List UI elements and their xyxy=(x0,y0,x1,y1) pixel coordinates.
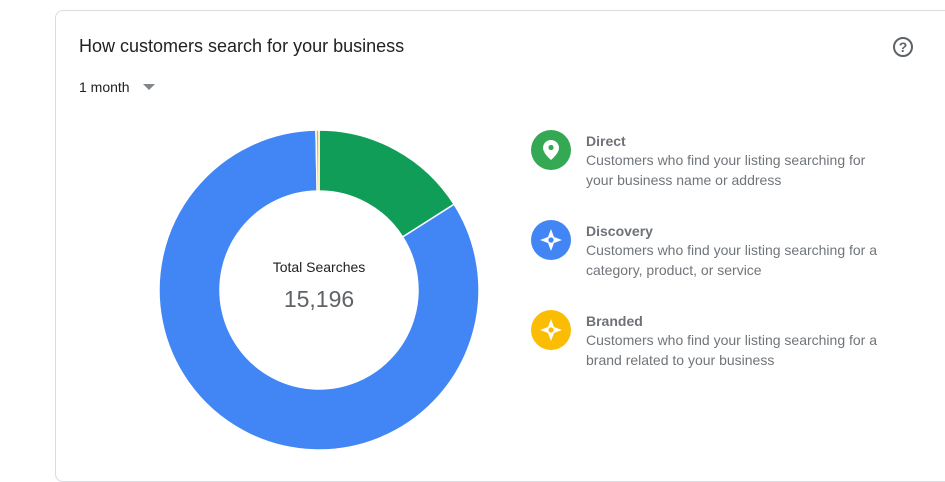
donut-slice-branded[interactable] xyxy=(315,129,320,192)
legend-item-direct: Direct Customers who find your listing s… xyxy=(531,130,886,190)
card-title: How customers search for your business xyxy=(79,36,405,56)
legend-item-discovery: Discovery Customers who find your listin… xyxy=(531,220,886,280)
caret-down-icon xyxy=(142,84,155,90)
total-searches-label: Total Searches xyxy=(272,259,366,275)
legend-description: Customers who find your listing searchin… xyxy=(586,242,878,278)
legend-item-branded: Branded Customers who find your listing … xyxy=(531,310,886,370)
legend-name: Branded xyxy=(586,313,643,329)
period-dropdown[interactable]: 1 month xyxy=(79,79,155,95)
legend-description: Customers who find your listing searchin… xyxy=(586,332,878,368)
help-circle-icon[interactable]: ? xyxy=(893,37,913,57)
legend-name: Direct xyxy=(586,133,626,149)
map-pin-icon xyxy=(531,130,571,170)
donut-slice-discovery[interactable] xyxy=(158,129,480,451)
legend-name: Discovery xyxy=(586,223,653,239)
compass-star-icon xyxy=(531,310,571,350)
compass-star-icon xyxy=(531,220,571,260)
donut-chart xyxy=(158,129,480,451)
total-searches-value: 15,196 xyxy=(283,286,355,312)
period-value: 1 month xyxy=(79,79,130,95)
legend-description: Customers who find your listing searchin… xyxy=(586,152,866,188)
